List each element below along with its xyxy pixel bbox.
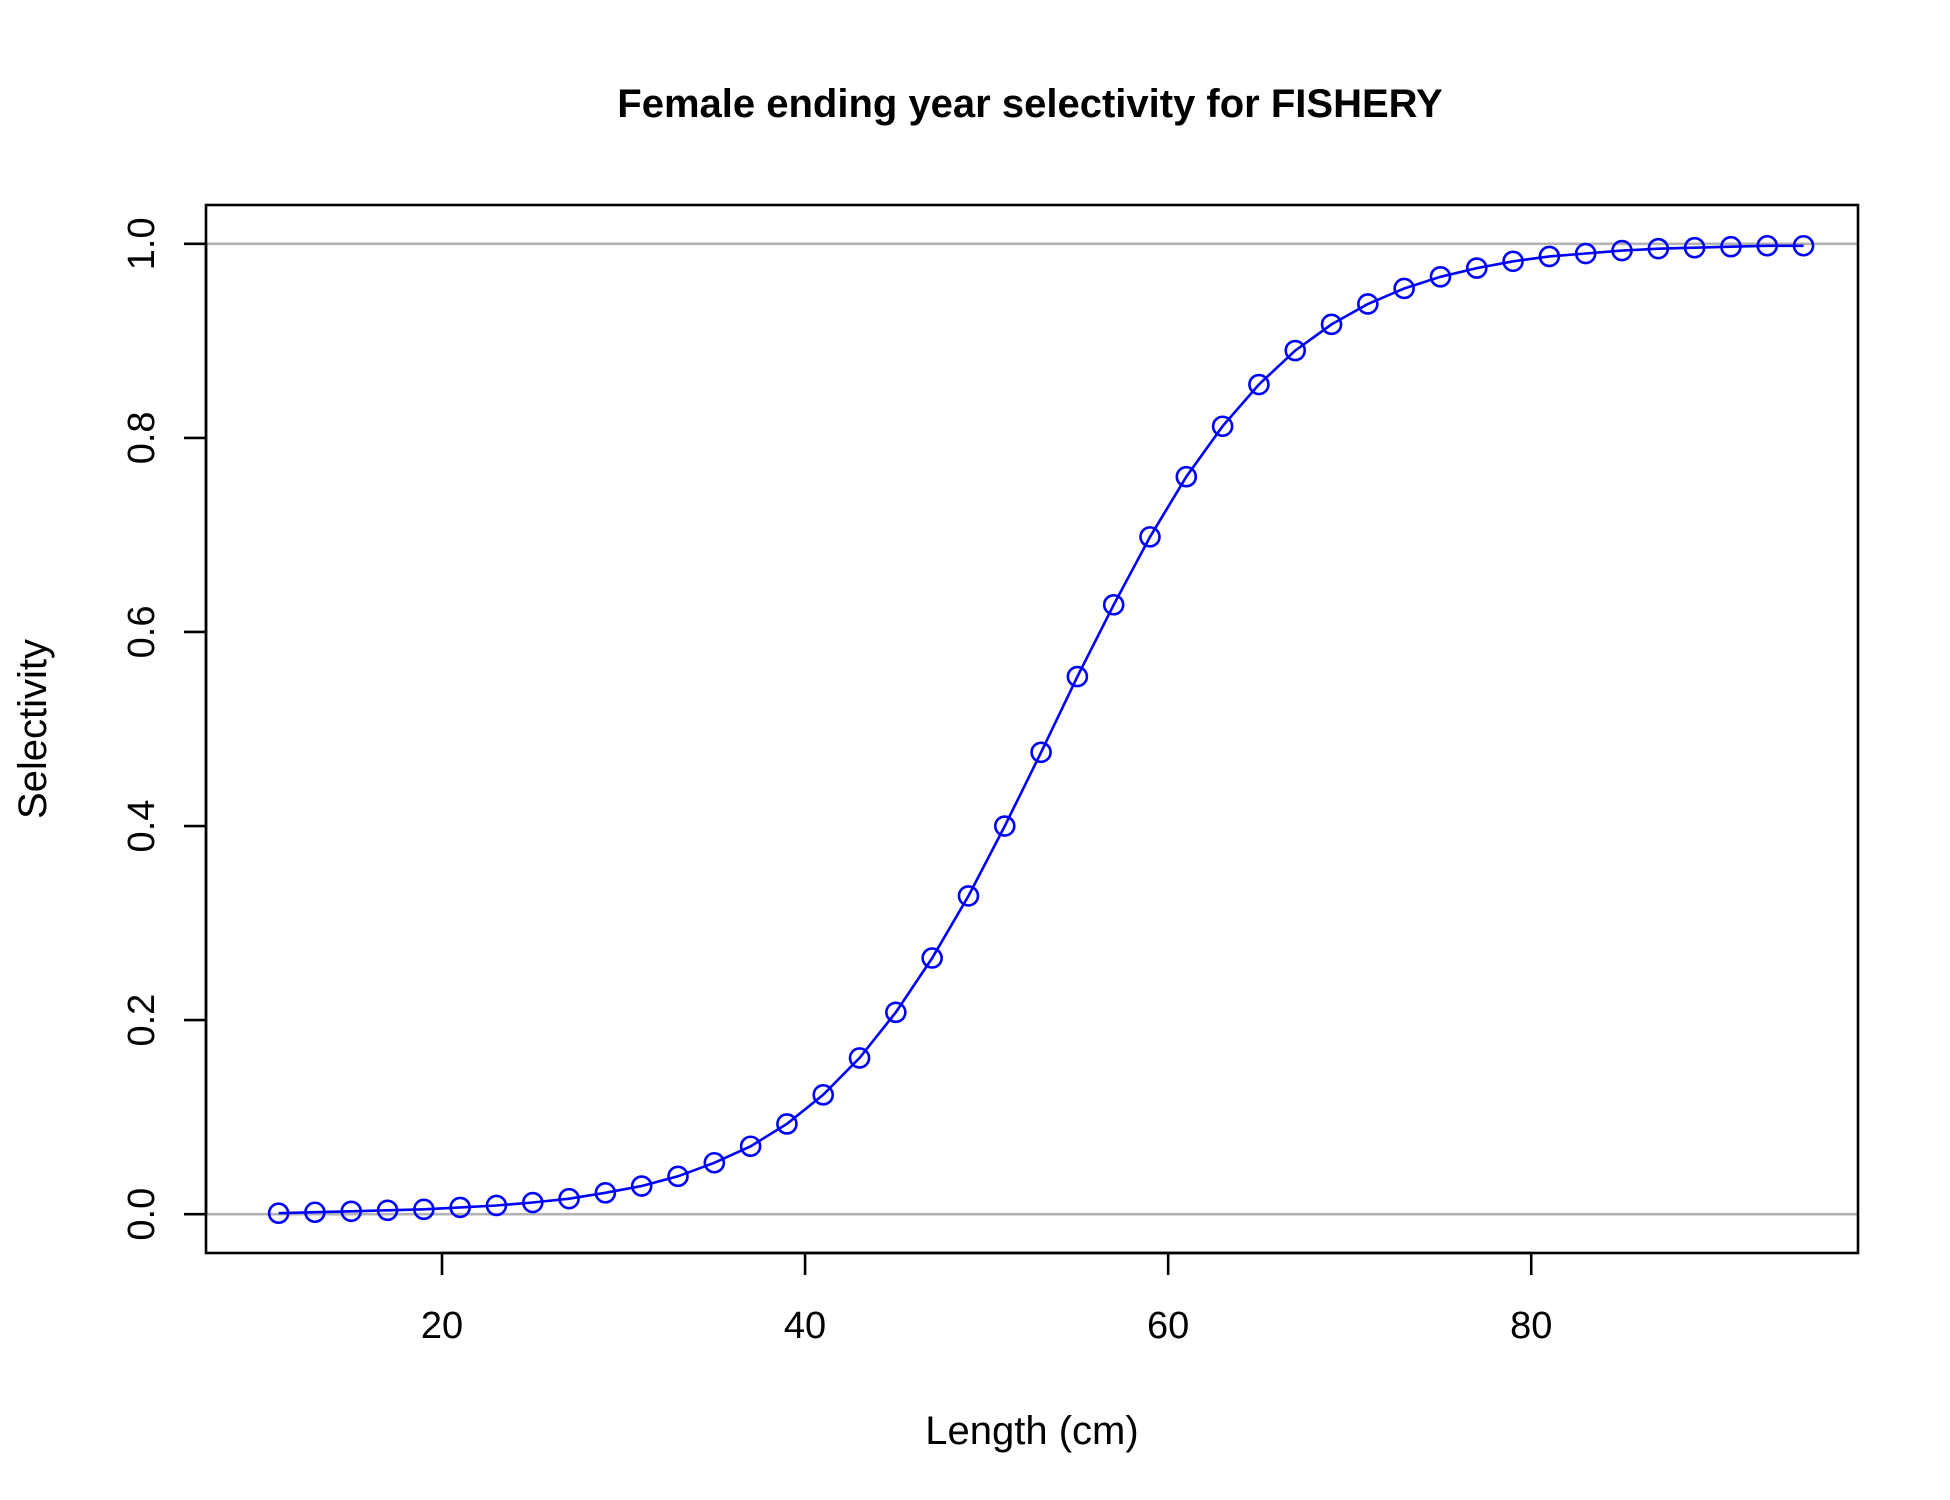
data-point [1720,235,1742,258]
data-point [1393,277,1415,300]
chart-title: Female ending year selectivity for FISHE… [617,82,1443,126]
y-tick-label: 0.8 [121,411,163,464]
data-point [921,947,943,969]
y-axis: 0.0 0.2 0.4 0.6 0.8 1.0 [121,217,208,1241]
data-point [667,1165,689,1188]
data-point [1611,239,1633,262]
plot-frame [204,203,1860,1255]
series-line [278,244,1804,1215]
data-point [776,1113,798,1135]
data-point [1066,665,1089,688]
data-point [340,1200,363,1223]
data-point [1574,242,1597,265]
data-point [1139,526,1161,548]
data-point [1102,593,1125,616]
data-point [1211,415,1234,438]
data-point [376,1199,399,1222]
data-point [957,885,980,907]
data-point [1175,465,1198,488]
data-point [703,1151,726,1174]
x-tick-label: 40 [784,1305,826,1347]
data-point [848,1047,871,1069]
reference-lines [206,242,1858,1216]
data-point [1538,245,1561,268]
y-tick-label: 1.0 [121,217,163,270]
x-tick-label: 60 [1147,1305,1189,1347]
data-point [1502,250,1524,273]
data-point [1284,339,1307,362]
data-point [812,1084,835,1106]
data-point [630,1175,653,1197]
data-point [413,1198,435,1221]
data-point [1683,236,1706,259]
data-point [267,1202,290,1225]
data-point [521,1191,544,1214]
data-point [485,1194,508,1217]
y-axis-label: Selectivity [11,639,55,819]
data-point [1320,313,1343,336]
x-tick-label: 80 [1510,1305,1552,1347]
data-point [1465,257,1488,279]
data-point [304,1201,326,1224]
data-point [1429,266,1452,288]
data-point [885,1001,907,1024]
y-tick-label: 0.4 [121,800,163,853]
y-tick-label: 0.6 [121,606,163,659]
data-point [1792,234,1815,257]
data-point [1647,237,1670,260]
data-point [739,1135,762,1158]
y-tick-label: 0.0 [121,1188,163,1241]
data-point [558,1187,580,1210]
x-tick-label: 20 [421,1305,463,1347]
x-axis-label: Length (cm) [925,1409,1138,1453]
data-point [1248,373,1270,396]
x-axis: 20 40 60 80 [421,1251,1552,1347]
y-tick-label: 0.2 [121,994,163,1047]
data-point [1030,741,1052,764]
data-point [993,815,1016,837]
series-selectivity [267,234,1815,1225]
data-point [449,1196,471,1219]
data-point [1357,293,1379,315]
data-point [594,1182,617,1204]
data-point [1756,234,1779,257]
